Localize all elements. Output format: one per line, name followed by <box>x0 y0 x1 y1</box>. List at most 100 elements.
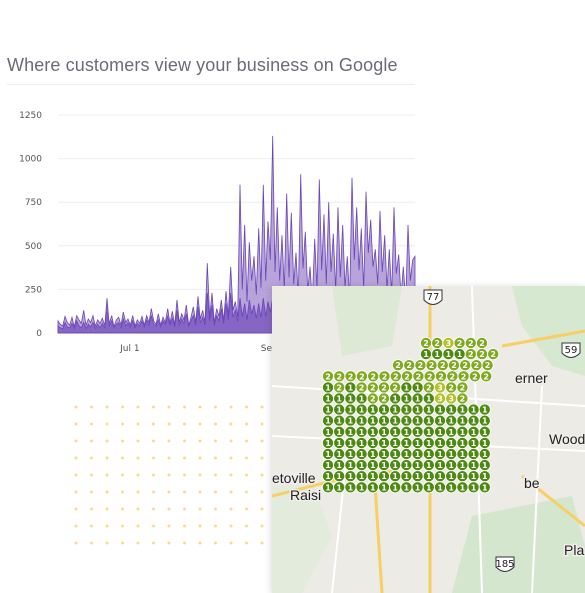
rank-pin[interactable]: 1 <box>467 403 480 416</box>
rank-pin[interactable]: 1 <box>378 459 391 472</box>
rank-pin[interactable]: 1 <box>389 392 402 405</box>
rank-pin[interactable]: 2 <box>475 337 488 350</box>
rank-pin[interactable]: 1 <box>322 425 335 438</box>
rank-pin[interactable]: 1 <box>431 348 444 361</box>
rank-pin[interactable]: 1 <box>478 459 491 472</box>
rank-pin[interactable]: 1 <box>467 481 480 494</box>
rank-pin[interactable]: 1 <box>445 414 458 427</box>
rank-pin[interactable]: 2 <box>333 381 346 394</box>
rank-pin[interactable]: 1 <box>467 470 480 483</box>
rank-pin[interactable]: 1 <box>389 425 402 438</box>
rank-pin[interactable]: 1 <box>456 459 469 472</box>
rank-pin[interactable]: 1 <box>445 436 458 449</box>
rank-pin[interactable]: 2 <box>403 359 416 372</box>
rank-pin[interactable]: 1 <box>378 425 391 438</box>
rank-pin[interactable]: 1 <box>445 447 458 460</box>
rank-pin[interactable]: 1 <box>456 425 469 438</box>
rank-pin[interactable]: 1 <box>378 470 391 483</box>
rank-pin[interactable]: 2 <box>445 381 458 394</box>
rank-pin[interactable]: 1 <box>478 481 491 494</box>
rank-pin[interactable]: 1 <box>378 481 391 494</box>
rank-pin[interactable]: 1 <box>478 436 491 449</box>
rank-pin[interactable]: 2 <box>425 359 438 372</box>
rank-pin[interactable]: 1 <box>422 481 435 494</box>
rank-pin[interactable]: 1 <box>333 447 346 460</box>
rank-pin[interactable]: 1 <box>322 447 335 460</box>
rank-pin[interactable]: 1 <box>366 470 379 483</box>
rank-pin[interactable]: 2 <box>366 392 379 405</box>
rank-pin[interactable]: 1 <box>456 436 469 449</box>
rank-pin[interactable]: 1 <box>411 414 424 427</box>
rank-pin[interactable]: 1 <box>322 392 335 405</box>
rank-pin[interactable]: 1 <box>422 414 435 427</box>
rank-pin[interactable]: 1 <box>478 425 491 438</box>
rank-pin[interactable]: 1 <box>422 425 435 438</box>
rank-pin[interactable]: 2 <box>355 381 368 394</box>
rank-pin[interactable]: 2 <box>470 359 483 372</box>
rank-pin[interactable]: 1 <box>456 481 469 494</box>
rank-pin[interactable]: 1 <box>322 381 335 394</box>
rank-pin[interactable]: 1 <box>478 470 491 483</box>
rank-pin[interactable]: 1 <box>411 381 424 394</box>
rank-pin[interactable]: 3 <box>433 392 446 405</box>
rank-pin[interactable]: 1 <box>322 414 335 427</box>
rank-pin[interactable]: 1 <box>344 436 357 449</box>
rank-pin[interactable]: 1 <box>467 436 480 449</box>
rank-pin[interactable]: 1 <box>478 447 491 460</box>
rank-pin[interactable]: 1 <box>411 436 424 449</box>
rank-pin[interactable]: 1 <box>400 470 413 483</box>
rank-pin[interactable]: 1 <box>389 447 402 460</box>
rank-pin[interactable]: 1 <box>411 392 424 405</box>
rank-pin[interactable]: 1 <box>344 425 357 438</box>
rank-pin[interactable]: 1 <box>400 436 413 449</box>
rank-pin[interactable]: 2 <box>333 370 346 383</box>
rank-pin[interactable]: 1 <box>366 403 379 416</box>
rank-pin[interactable]: 1 <box>456 403 469 416</box>
rank-pin[interactable]: 2 <box>414 359 427 372</box>
rank-pin[interactable]: 1 <box>433 459 446 472</box>
rank-pin[interactable]: 2 <box>344 370 357 383</box>
rank-pin[interactable]: 1 <box>433 470 446 483</box>
rank-pin[interactable]: 1 <box>333 392 346 405</box>
rank-pin[interactable]: 1 <box>445 425 458 438</box>
rank-pin[interactable]: 2 <box>367 370 380 383</box>
rank-pin[interactable]: 1 <box>344 381 357 394</box>
rank-pin[interactable]: 1 <box>411 425 424 438</box>
rank-pin[interactable]: 1 <box>411 447 424 460</box>
rank-pin[interactable]: 1 <box>366 459 379 472</box>
rank-pin[interactable]: 1 <box>422 392 435 405</box>
rank-pin[interactable]: 1 <box>344 447 357 460</box>
rank-pin[interactable]: 1 <box>467 425 480 438</box>
rank-pin[interactable]: 1 <box>322 403 335 416</box>
rank-pin[interactable]: 1 <box>400 381 413 394</box>
rank-pin[interactable]: 2 <box>456 381 469 394</box>
rank-pin[interactable]: 1 <box>355 403 368 416</box>
rank-pin[interactable]: 1 <box>467 447 480 460</box>
rank-pin[interactable]: 1 <box>389 403 402 416</box>
rank-pin[interactable]: 1 <box>355 425 368 438</box>
rank-pin[interactable]: 2 <box>475 348 488 361</box>
rank-pin[interactable]: 1 <box>333 436 346 449</box>
rank-pin[interactable]: 2 <box>423 370 436 383</box>
rank-pin[interactable]: 1 <box>422 447 435 460</box>
rank-pin[interactable]: 2 <box>401 370 414 383</box>
rank-pin[interactable]: 1 <box>456 414 469 427</box>
rank-pin[interactable]: 1 <box>400 425 413 438</box>
rank-pin[interactable]: 2 <box>456 392 469 405</box>
rank-pin[interactable]: 1 <box>355 470 368 483</box>
rank-pin[interactable]: 1 <box>433 447 446 460</box>
rank-pin[interactable]: 1 <box>467 414 480 427</box>
rank-pin[interactable]: 1 <box>400 459 413 472</box>
rank-pin[interactable]: 1 <box>433 481 446 494</box>
rank-pin[interactable]: 2 <box>453 337 466 350</box>
rank-pin[interactable]: 1 <box>445 470 458 483</box>
rank-pin[interactable]: 1 <box>333 414 346 427</box>
rank-pin[interactable]: 1 <box>433 414 446 427</box>
rank-pin[interactable]: 1 <box>322 481 335 494</box>
rank-pin[interactable]: 2 <box>468 370 481 383</box>
rank-pin[interactable]: 1 <box>456 470 469 483</box>
rank-pin[interactable]: 1 <box>400 392 413 405</box>
rank-pin[interactable]: 1 <box>344 470 357 483</box>
rank-pin[interactable]: 2 <box>436 359 449 372</box>
rank-pin[interactable]: 2 <box>434 370 447 383</box>
